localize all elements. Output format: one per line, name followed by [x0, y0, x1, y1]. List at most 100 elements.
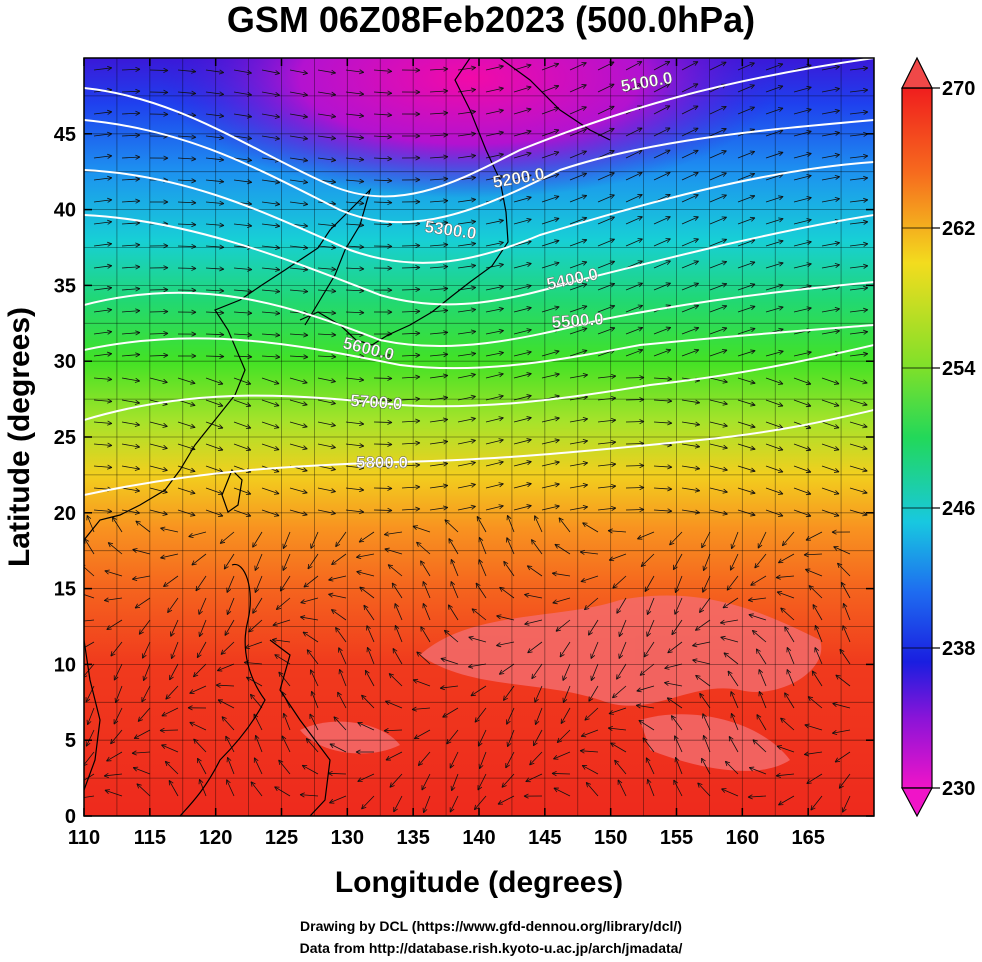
streamline-segment: [429, 375, 448, 379]
streamline-segment: [317, 267, 336, 270]
streamline-segment: [709, 194, 727, 203]
streamline-arrowhead: [163, 243, 169, 249]
streamline-arrowhead: [702, 565, 708, 572]
y-tick-label: 35: [54, 275, 76, 297]
streamline-segment: [261, 223, 280, 227]
streamline-segment: [261, 421, 280, 429]
streamline-segment: [121, 222, 140, 225]
streamline-arrowhead: [750, 467, 756, 473]
streamline-arrowhead: [359, 266, 365, 272]
streamline-arrowhead: [749, 216, 756, 222]
streamline-segment: [541, 107, 560, 115]
streamline-segment: [821, 286, 840, 291]
streamline-segment: [506, 537, 515, 555]
streamline-segment: [681, 465, 700, 470]
streamline-arrowhead: [863, 109, 869, 115]
streamline-arrowhead: [366, 625, 371, 631]
streamline-segment: [401, 288, 421, 291]
streamline-arrowhead: [477, 741, 483, 747]
streamline-segment: [821, 132, 840, 137]
streamline-arrowhead: [526, 151, 532, 157]
streamline-segment: [317, 487, 336, 493]
streamline-segment: [485, 439, 504, 445]
streamline-arrowhead: [609, 83, 615, 89]
streamline-arrowhead: [834, 108, 840, 114]
streamline-arrowhead: [674, 609, 679, 615]
streamline-arrowhead: [387, 564, 394, 570]
streamline-arrowhead: [187, 705, 193, 711]
streamline-arrowhead: [330, 135, 337, 141]
streamline-arrowhead: [191, 560, 197, 566]
streamline-segment: [793, 86, 812, 93]
streamline-arrowhead: [581, 172, 588, 178]
streamline-arrowhead: [107, 442, 113, 448]
streamline-arrowhead: [749, 150, 756, 156]
streamline-segment: [625, 194, 643, 203]
streamline-segment: [401, 267, 421, 269]
streamline-arrowhead: [554, 239, 560, 245]
streamline-arrowhead: [415, 177, 421, 183]
streamline-segment: [338, 647, 347, 665]
streamline-segment: [253, 757, 263, 775]
streamline-segment: [849, 265, 868, 269]
streamline-arrowhead: [646, 609, 652, 615]
streamline-arrowhead: [359, 487, 365, 493]
streamline-segment: [780, 717, 795, 731]
streamline-arrowhead: [612, 693, 618, 699]
streamline-arrowhead: [805, 468, 812, 474]
streamline-arrowhead: [134, 603, 141, 609]
streamline-arrowhead: [692, 61, 699, 66]
streamline-segment: [709, 150, 727, 159]
streamline-segment: [121, 68, 141, 71]
streamline-arrowhead: [637, 304, 644, 310]
streamline-segment: [786, 647, 795, 665]
streamline-arrowhead: [302, 379, 308, 385]
streamline-segment: [617, 779, 627, 797]
streamline-segment: [429, 288, 448, 291]
colorbar-tick-label: 254: [942, 358, 976, 380]
streamline-arrowhead: [693, 171, 699, 177]
streamline-segment: [653, 509, 672, 512]
streamline-arrowhead: [834, 446, 840, 451]
streamline-segment: [681, 61, 699, 71]
streamline-segment: [233, 311, 252, 314]
streamline-arrowhead: [85, 741, 91, 747]
streamline-arrowhead: [415, 374, 421, 380]
streamline-arrowhead: [863, 175, 869, 181]
streamline-segment: [636, 704, 655, 709]
streamline-arrowhead: [534, 515, 539, 521]
streamline-arrowhead: [702, 734, 708, 741]
streamline-arrowhead: [219, 222, 225, 228]
streamline-segment: [457, 483, 476, 489]
streamline-segment: [765, 443, 784, 451]
streamline-segment: [345, 487, 364, 491]
streamline-segment: [840, 582, 851, 599]
streamline-arrowhead: [449, 807, 455, 813]
streamline-arrowhead: [248, 627, 254, 633]
streamline-arrowhead: [667, 508, 673, 514]
streamline-arrowhead: [79, 779, 84, 783]
streamline-arrowhead: [253, 757, 259, 763]
streamline-arrowhead: [639, 485, 645, 491]
streamline-arrowhead: [863, 219, 869, 225]
streamline-segment: [121, 200, 140, 203]
streamline-arrowhead: [422, 603, 428, 609]
streamline-arrowhead: [639, 375, 645, 381]
streamline-arrowhead: [478, 536, 484, 543]
streamline-segment: [597, 150, 615, 159]
streamline-arrowhead: [279, 586, 285, 592]
streamline-segment: [597, 238, 615, 247]
streamline-arrowhead: [526, 85, 532, 91]
streamline-arrowhead: [553, 151, 560, 156]
streamline-segment: [279, 575, 291, 592]
streamline-arrowhead: [804, 723, 810, 729]
streamline-segment: [513, 505, 532, 511]
streamline-arrowhead: [863, 197, 869, 203]
streamline-arrowhead: [784, 626, 790, 632]
streamline-segment: [541, 173, 560, 181]
streamline-segment: [261, 333, 280, 336]
streamline-segment: [709, 443, 728, 449]
streamline-segment: [580, 750, 599, 753]
streamline-arrowhead: [862, 423, 868, 429]
streamline-arrowhead: [190, 511, 196, 517]
